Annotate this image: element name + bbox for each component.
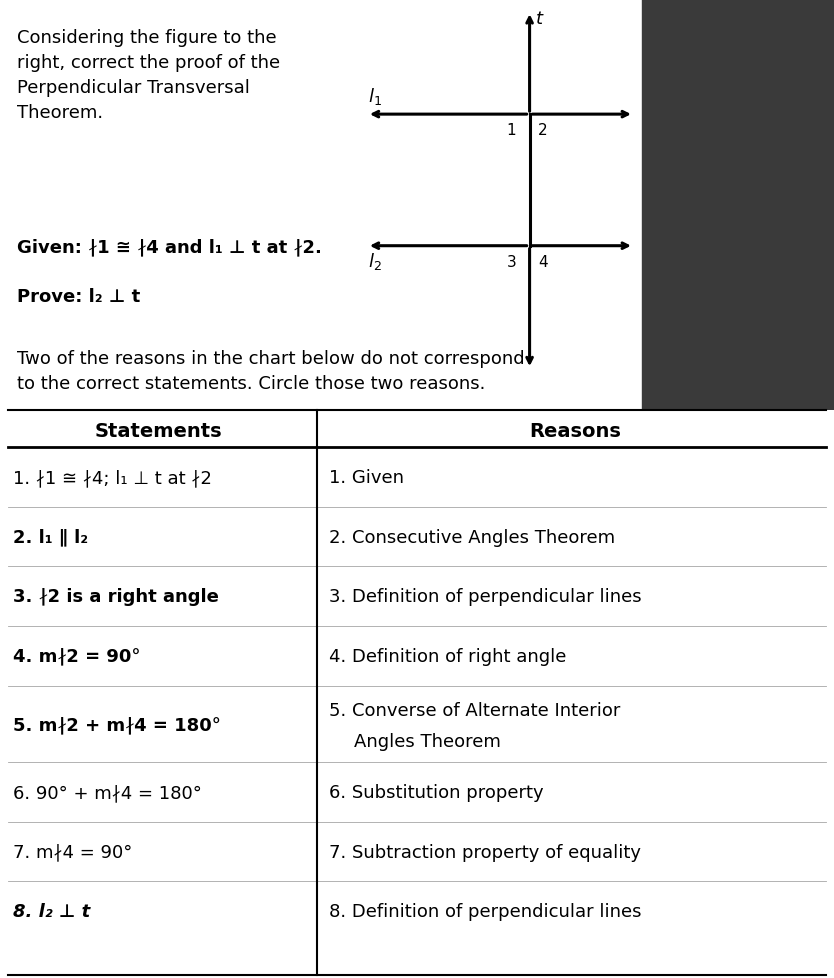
Text: Considering the figure to the
right, correct the proof of the
Perpendicular Tran: Considering the figure to the right, cor…	[17, 28, 279, 121]
Text: 7. m∤4 = 90°: 7. m∤4 = 90°	[13, 843, 132, 861]
Text: 4. m∤2 = 90°: 4. m∤2 = 90°	[13, 647, 140, 665]
Text: 2. Consecutive Angles Theorem: 2. Consecutive Angles Theorem	[329, 528, 615, 546]
Bar	[642, 0, 834, 411]
Text: 4: 4	[538, 254, 548, 270]
Text: t: t	[536, 11, 543, 28]
Text: Given: ∤1 ≅ ∤4 and l₁ ⊥ t at ∤2.: Given: ∤1 ≅ ∤4 and l₁ ⊥ t at ∤2.	[17, 239, 322, 256]
Text: 1: 1	[506, 123, 516, 138]
Text: 5. Converse of Alternate Interior: 5. Converse of Alternate Interior	[329, 701, 620, 719]
Text: 3. Definition of perpendicular lines: 3. Definition of perpendicular lines	[329, 588, 642, 605]
Text: Angles Theorem: Angles Theorem	[354, 733, 501, 750]
Text: 1. Given: 1. Given	[329, 468, 404, 486]
Text: Two of the reasons in the chart below do not correspond
to the correct statement: Two of the reasons in the chart below do…	[17, 349, 525, 392]
Text: 5. m∤2 + m∤4 = 180°: 5. m∤2 + m∤4 = 180°	[13, 715, 220, 734]
Text: $l_1$: $l_1$	[368, 86, 382, 107]
Text: 8. Definition of perpendicular lines: 8. Definition of perpendicular lines	[329, 903, 642, 920]
Text: 3: 3	[506, 254, 516, 270]
Text: 7. Subtraction property of equality: 7. Subtraction property of equality	[329, 843, 641, 861]
Text: 2: 2	[538, 123, 548, 138]
Text: 2. l₁ ∥ l₂: 2. l₁ ∥ l₂	[13, 528, 88, 546]
Text: 6. Substitution property: 6. Substitution property	[329, 783, 544, 801]
Text: 8. l₂ ⊥ t: 8. l₂ ⊥ t	[13, 903, 90, 920]
Text: $l_2$: $l_2$	[369, 250, 382, 272]
Text: Prove: l₂ ⊥ t: Prove: l₂ ⊥ t	[17, 288, 140, 305]
Text: 1. ∤1 ≅ ∤4; l₁ ⊥ t at ∤2: 1. ∤1 ≅ ∤4; l₁ ⊥ t at ∤2	[13, 468, 211, 486]
Text: 6. 90° + m∤4 = 180°: 6. 90° + m∤4 = 180°	[13, 783, 201, 801]
Text: Statements: Statements	[94, 422, 223, 440]
Text: 4. Definition of right angle: 4. Definition of right angle	[329, 647, 567, 665]
Text: 3. ∤2 is a right angle: 3. ∤2 is a right angle	[13, 588, 219, 605]
Text: Reasons: Reasons	[530, 422, 621, 440]
